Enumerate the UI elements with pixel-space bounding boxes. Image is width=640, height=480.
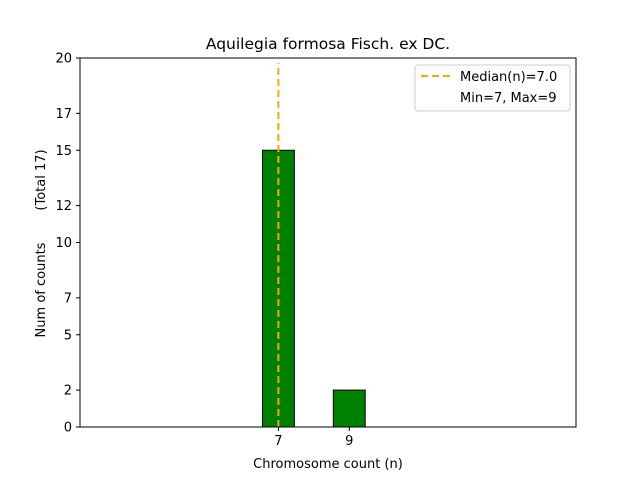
x-tick-label: 7 bbox=[274, 434, 282, 449]
y-tick-label: 5 bbox=[64, 328, 72, 343]
y-tick-label: 17 bbox=[55, 107, 72, 122]
y-tick-label: 20 bbox=[55, 52, 72, 67]
x-tick-label: 9 bbox=[345, 434, 353, 449]
legend-range-label: Min=7, Max=9 bbox=[460, 91, 557, 106]
y-axis-total-label: (Total 17) bbox=[34, 149, 49, 210]
y-tick-label: 0 bbox=[64, 421, 72, 436]
y-tick-label: 12 bbox=[55, 199, 72, 214]
y-tick-label: 2 bbox=[64, 384, 72, 399]
legend-median-label: Median(n)=7.0 bbox=[460, 70, 557, 85]
y-tick-label: 7 bbox=[64, 291, 72, 306]
y-tick-label: 15 bbox=[55, 144, 72, 159]
y-axis-label: Num of counts bbox=[34, 242, 49, 337]
legend: Median(n)=7.0 Min=7, Max=9 bbox=[414, 64, 571, 112]
chart-title: Aquilegia formosa Fisch. ex DC. bbox=[206, 35, 450, 53]
legend-box bbox=[414, 64, 571, 112]
y-axis-ticks: 0 2 5 7 10 12 15 17 20 bbox=[55, 52, 80, 436]
x-axis-label: Chromosome count (n) bbox=[253, 457, 403, 472]
plot-frame bbox=[79, 57, 577, 428]
bar-9 bbox=[332, 389, 366, 428]
y-tick-label: 10 bbox=[55, 236, 72, 251]
